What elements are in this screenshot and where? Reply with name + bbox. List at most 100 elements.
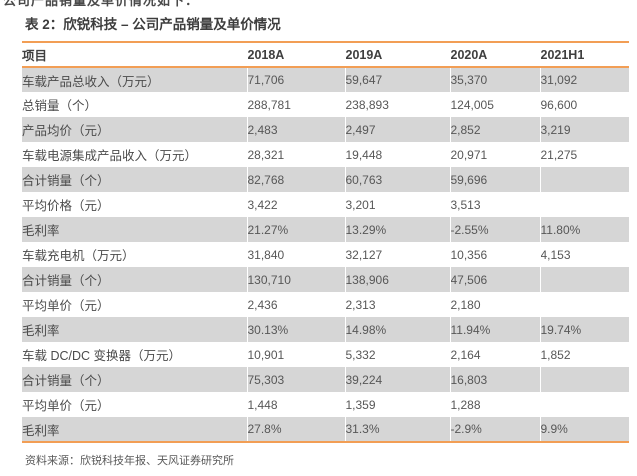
row-label-cell: 毛利率 <box>22 324 60 338</box>
value-cell: 238,893 <box>344 92 450 117</box>
value-cell: 19.74% <box>539 317 629 342</box>
row-label-cell: 平均单价（元） <box>22 399 110 413</box>
value-cell: 14.98% <box>344 317 450 342</box>
value-cell: 19,448 <box>344 142 450 167</box>
value-cell: 11.80% <box>539 217 629 242</box>
value-cell: 2,436 <box>246 292 345 317</box>
value-cell: 21.27% <box>246 217 345 242</box>
clipped-text: 公司产品销量及单价情况如下： <box>3 0 263 7</box>
table-container: 项目 2018A 2019A 2020A 2021H1 车载产品总收入（万元） 71,70… <box>22 41 629 443</box>
table-row: 毛利率 30.13% 14.98% 11.94% 19.74% <box>22 317 629 342</box>
value-cell: 60,763 <box>344 167 450 192</box>
value-cell: 9.9% <box>539 417 629 442</box>
row-label-cell: 车载 DC/DC 变换器（万元） <box>22 349 182 363</box>
row-label-cell: 毛利率 <box>22 423 60 438</box>
value-cell: 288,781 <box>246 92 345 117</box>
header-cell-year: 2020A <box>449 42 540 67</box>
value-cell: 130,710 <box>246 267 345 292</box>
value-cell: 21,275 <box>539 142 629 167</box>
table-row: 平均单价（元） 2,436 2,313 2,180 <box>22 292 629 317</box>
value-cell: 39,224 <box>344 367 450 392</box>
value-cell <box>539 167 629 192</box>
table-header: 项目 2018A 2019A 2020A 2021H1 <box>22 42 629 67</box>
table-row: 车载电源集成产品收入（万元） 28,321 19,448 20,971 21,275 <box>22 142 629 167</box>
value-cell: 138,906 <box>344 267 450 292</box>
row-label-cell: 车载电源集成产品收入（万元） <box>22 149 198 163</box>
value-cell: 1,288 <box>449 392 540 417</box>
source-note: 资料来源：欣锐科技年报、天风证券研究所 <box>25 455 234 467</box>
value-cell: 3,219 <box>539 117 629 142</box>
value-cell: 30.13% <box>246 317 345 342</box>
value-cell: 31,840 <box>246 242 345 267</box>
value-cell: 75,303 <box>246 367 345 392</box>
value-cell: 3,201 <box>344 192 450 217</box>
value-cell: -2.55% <box>449 217 540 242</box>
value-cell: 11.94% <box>449 317 540 342</box>
value-cell: 27.8% <box>246 417 345 442</box>
value-cell: 82,768 <box>246 167 345 192</box>
value-cell: 16,803 <box>449 367 540 392</box>
value-cell: 28,321 <box>246 142 345 167</box>
value-cell: 31,092 <box>539 67 629 92</box>
value-cell <box>539 392 629 417</box>
value-cell: 71,706 <box>246 67 345 92</box>
table-row: 合计销量（个） 130,710 138,906 47,506 <box>22 267 629 292</box>
value-cell: 35,370 <box>449 67 540 92</box>
table-row: 总销量（个） 288,781 238,893 124,005 96,600 <box>22 92 629 117</box>
value-cell: 20,971 <box>449 142 540 167</box>
header-cell-year: 2021H1 <box>539 42 629 67</box>
table-row: 产品均价（元） 2,483 2,497 2,852 3,219 <box>22 117 629 142</box>
value-cell: 2,313 <box>344 292 450 317</box>
value-cell: 32,127 <box>344 242 450 267</box>
value-cell: 5,332 <box>344 342 450 367</box>
value-cell: 124,005 <box>449 92 540 117</box>
table-row: 毛利率 21.27% 13.29% -2.55% 11.80% <box>22 217 629 242</box>
value-cell: 2,164 <box>449 342 540 367</box>
header-cell-item: 项目 <box>22 49 48 63</box>
value-cell: 47,506 <box>449 267 540 292</box>
value-cell: 2,483 <box>246 117 345 142</box>
value-cell: 59,696 <box>449 167 540 192</box>
table-title: 表 2：欣锐科技 – 公司产品销量及单价情况 <box>25 17 281 32</box>
value-cell: 3,513 <box>449 192 540 217</box>
row-label-cell: 合计销量（个） <box>22 374 110 388</box>
table-row: 车载充电机（万元） 31,840 32,127 10,356 4,153 <box>22 242 629 267</box>
table-row: 毛利率 27.8% 31.3% -2.9% 9.9% <box>22 417 629 442</box>
header-cell-year: 2018A <box>246 42 345 67</box>
value-cell: 10,901 <box>246 342 345 367</box>
table-row: 车载产品总收入（万元） 71,706 59,647 35,370 31,092 <box>22 67 629 92</box>
data-table: 项目 2018A 2019A 2020A 2021H1 车载产品总收入（万元） 71,70… <box>22 41 629 443</box>
value-cell <box>539 292 629 317</box>
header-cell-year: 2019A <box>344 42 450 67</box>
value-cell: 1,852 <box>539 342 629 367</box>
row-label-cell: 合计销量（个） <box>22 274 110 288</box>
row-label-cell: 车载充电机（万元） <box>22 249 135 263</box>
value-cell: 2,852 <box>449 117 540 142</box>
value-cell: 96,600 <box>539 92 629 117</box>
clipped-text-fragment: 公司产品销量及单价情况如下： <box>3 0 263 7</box>
value-cell: -2.9% <box>449 417 540 442</box>
value-cell: 4,153 <box>539 242 629 267</box>
value-cell <box>539 192 629 217</box>
value-cell: 10,356 <box>449 242 540 267</box>
value-cell: 13.29% <box>344 217 450 242</box>
value-cell <box>539 367 629 392</box>
value-cell: 1,448 <box>246 392 345 417</box>
value-cell: 31.3% <box>344 417 450 442</box>
value-cell <box>539 267 629 292</box>
table-row: 平均单价（元） 1,448 1,359 1,288 <box>22 392 629 417</box>
table-body: 车载产品总收入（万元） 71,706 59,647 35,370 31,092 总销量（个… <box>22 67 629 442</box>
value-cell: 3,422 <box>246 192 345 217</box>
table-row: 车载 DC/DC 变换器（万元） 10,901 5,332 2,164 1,852 <box>22 342 629 367</box>
row-label-cell: 平均价格（元） <box>22 199 110 213</box>
value-cell: 1,359 <box>344 392 450 417</box>
table-row: 合计销量（个） 82,768 60,763 59,696 <box>22 167 629 192</box>
row-label-cell: 总销量（个） <box>22 99 98 113</box>
value-cell: 59,647 <box>344 67 450 92</box>
header-row: 项目 2018A 2019A 2020A 2021H1 <box>22 42 629 67</box>
row-label-cell: 平均单价（元） <box>22 299 110 313</box>
table-row: 平均价格（元） 3,422 3,201 3,513 <box>22 192 629 217</box>
row-label-cell: 车载产品总收入（万元） <box>22 74 160 89</box>
row-label-cell: 合计销量（个） <box>22 174 110 188</box>
